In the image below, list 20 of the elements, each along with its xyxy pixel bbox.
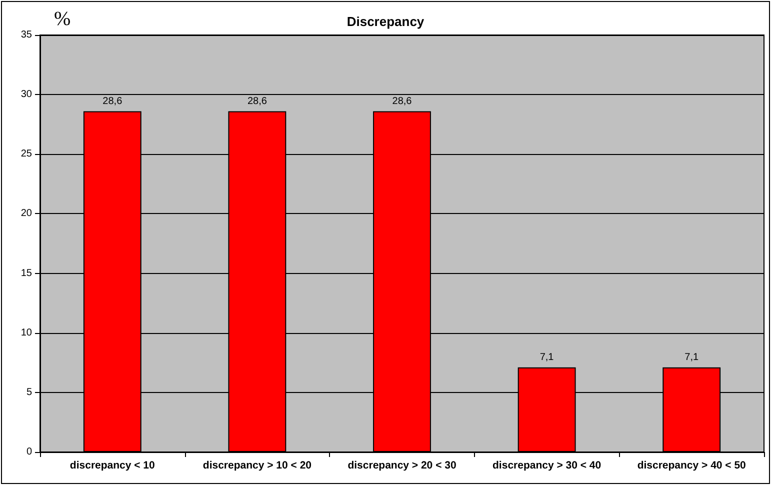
y-axis-title: % (54, 8, 71, 30)
y-tick-label: 15 (20, 268, 32, 279)
chart-title: Discrepancy (346, 14, 425, 29)
x-tick-label: discrepancy > 30 < 40 (492, 460, 602, 472)
y-tick-label: 25 (20, 148, 32, 160)
data-label: 28,6 (247, 96, 268, 107)
y-tick-label: 35 (20, 30, 32, 40)
x-tick-label: discrepancy > 40 < 50 (637, 460, 746, 472)
y-tick-label: 10 (20, 327, 32, 338)
x-tick-label: discrepancy > 20 < 30 (348, 460, 456, 472)
y-tick-label: 30 (20, 89, 32, 100)
data-label: 28,6 (102, 96, 123, 107)
x-tick-label: discrepancy > 10 < 20 (202, 460, 312, 472)
data-label: 28,6 (392, 96, 412, 107)
data-label: 7,1 (540, 352, 554, 363)
y-tick-label: 0 (26, 446, 32, 458)
data-label: 7,1 (684, 352, 699, 363)
y-tick-label: 5 (26, 386, 32, 398)
y-tick-label: 20 (20, 208, 32, 220)
x-tick-label: discrepancy < 10 (70, 460, 156, 472)
